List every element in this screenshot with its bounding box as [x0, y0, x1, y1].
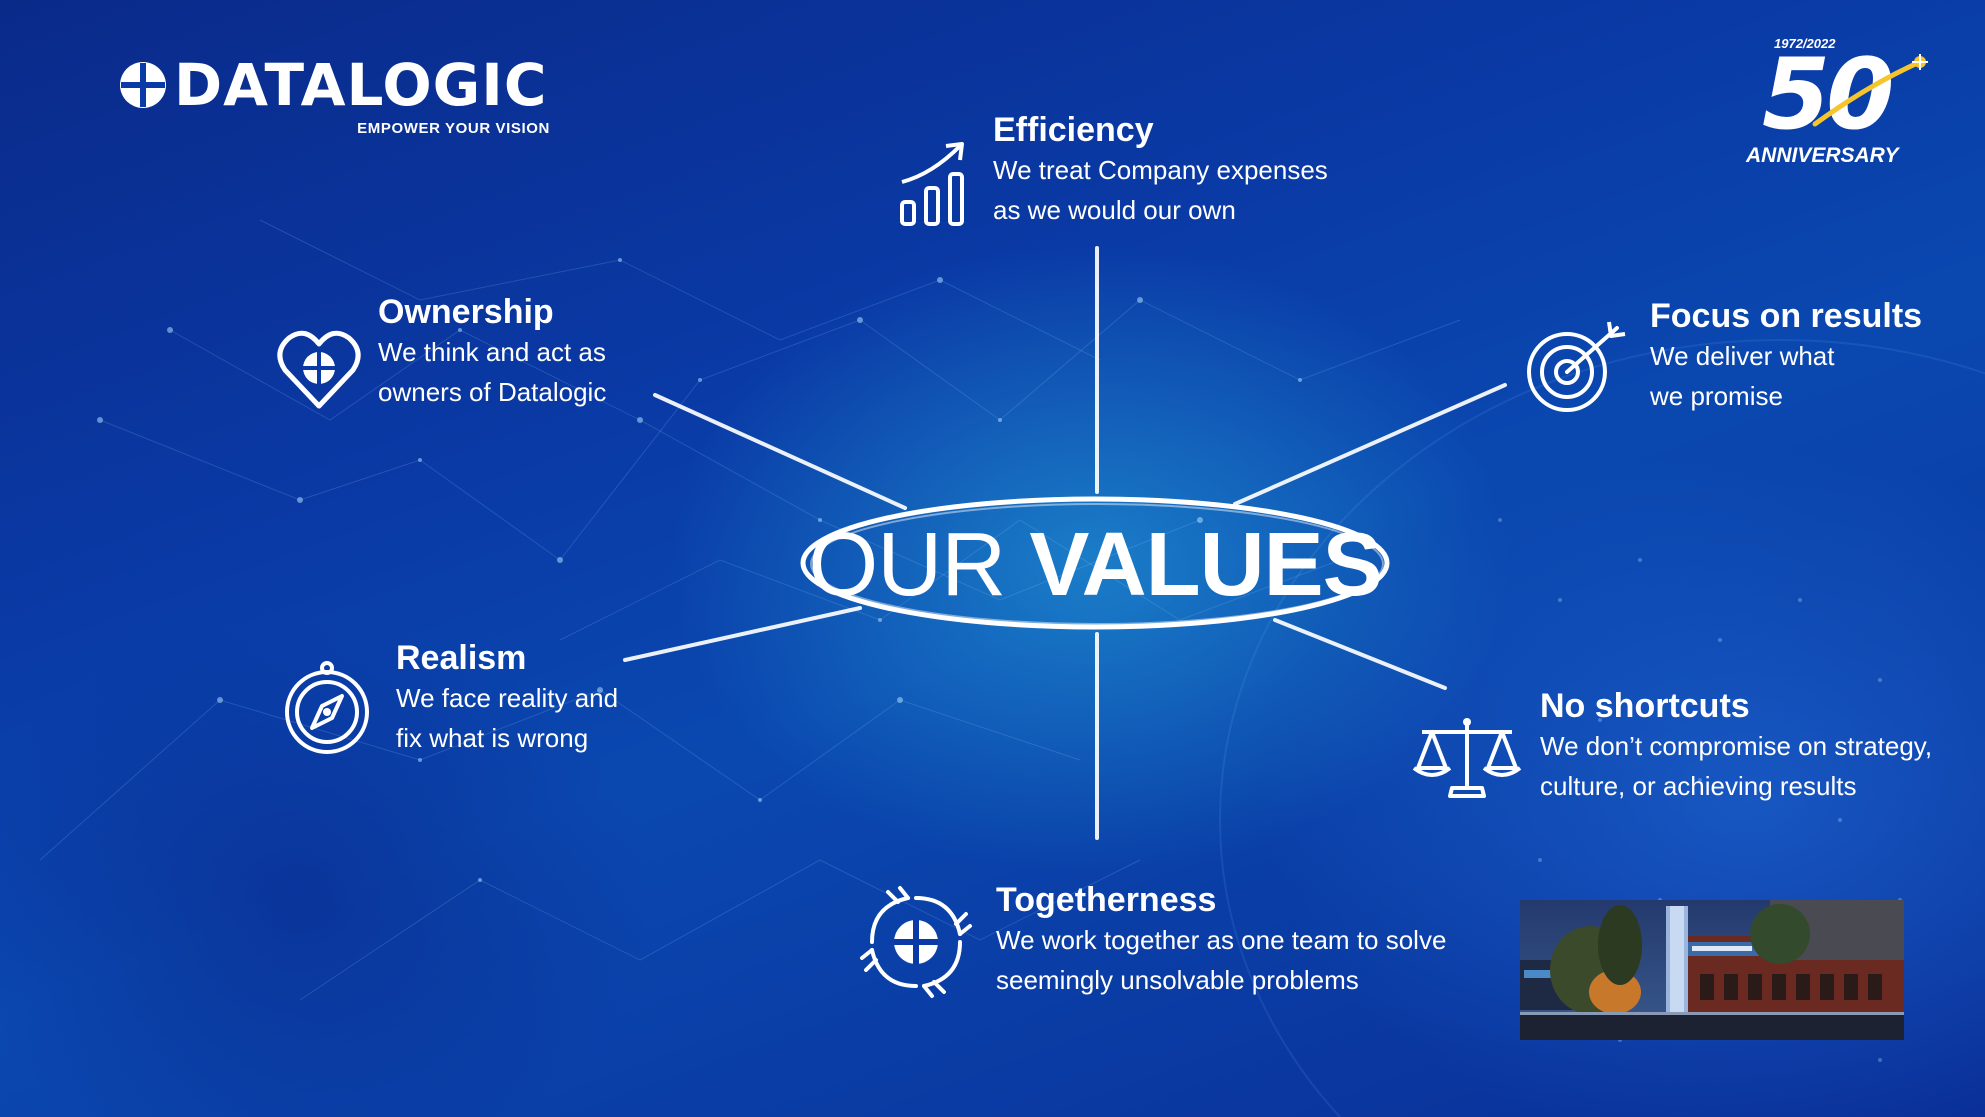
growth-chart-icon [900, 142, 964, 226]
value-no-shortcuts-description: We don’t compromise on strategy, culture… [1540, 731, 1933, 801]
brand-tagline: EMPOWER YOUR VISION [357, 120, 550, 137]
hands-circle-icon [860, 886, 972, 998]
value-togetherness-description: We work together as one team to solve se… [996, 925, 1447, 995]
compass-icon [285, 661, 369, 754]
value-efficiency-title: Efficiency [993, 111, 1154, 149]
value-efficiency-description: We treat Company expenses as we would ou… [993, 155, 1328, 225]
target-icon [1527, 321, 1626, 412]
value-no-shortcuts-title: No shortcuts [1540, 687, 1750, 725]
datalogic-mark-icon [120, 62, 166, 108]
value-realism: Realism We face reality and fix what is … [396, 638, 618, 758]
value-focus-on-results: Focus on results We deliver what we prom… [1650, 296, 1922, 416]
anniversary-badge: 1972/2022 50 ANNIVERSARY [1740, 32, 1930, 182]
value-realism-title: Realism [396, 639, 527, 677]
headquarters-photo [1520, 900, 1904, 1040]
value-efficiency: Efficiency We treat Company expenses as … [993, 110, 1328, 230]
heart-icon [277, 330, 361, 409]
value-focus-description: We deliver what we promise [1650, 341, 1835, 411]
value-ownership-title: Ownership [378, 293, 554, 331]
scales-icon [1412, 718, 1522, 798]
anniversary-years: 1972/2022 [1774, 36, 1836, 51]
value-ownership-description: We think and act as owners of Datalogic [378, 337, 607, 407]
value-togetherness: Togetherness We work together as one tea… [996, 880, 1446, 1000]
value-focus-title: Focus on results [1650, 297, 1923, 335]
anniversary-number: 50 [1762, 38, 1894, 152]
headline-part-1: OUR [808, 515, 1006, 615]
value-togetherness-title: Togetherness [996, 881, 1217, 919]
value-realism-description: We face reality and fix what is wrong [396, 683, 619, 753]
headline-oval [800, 496, 1390, 630]
headline: OUR VALUES [795, 510, 1395, 620]
datalogic-logo: DATALOGIC EMPOWER YOUR VISION [118, 56, 558, 137]
brand-name: DATALOGIC [174, 51, 548, 119]
headline-part-2: VALUES [1029, 515, 1382, 615]
anniversary-label: ANNIVERSARY [1746, 144, 1899, 167]
value-ownership: Ownership We think and act as owners of … [378, 292, 606, 412]
orbit-swoosh-icon [1812, 54, 1928, 127]
value-no-shortcuts: No shortcuts We don’t compromise on stra… [1540, 686, 1932, 806]
